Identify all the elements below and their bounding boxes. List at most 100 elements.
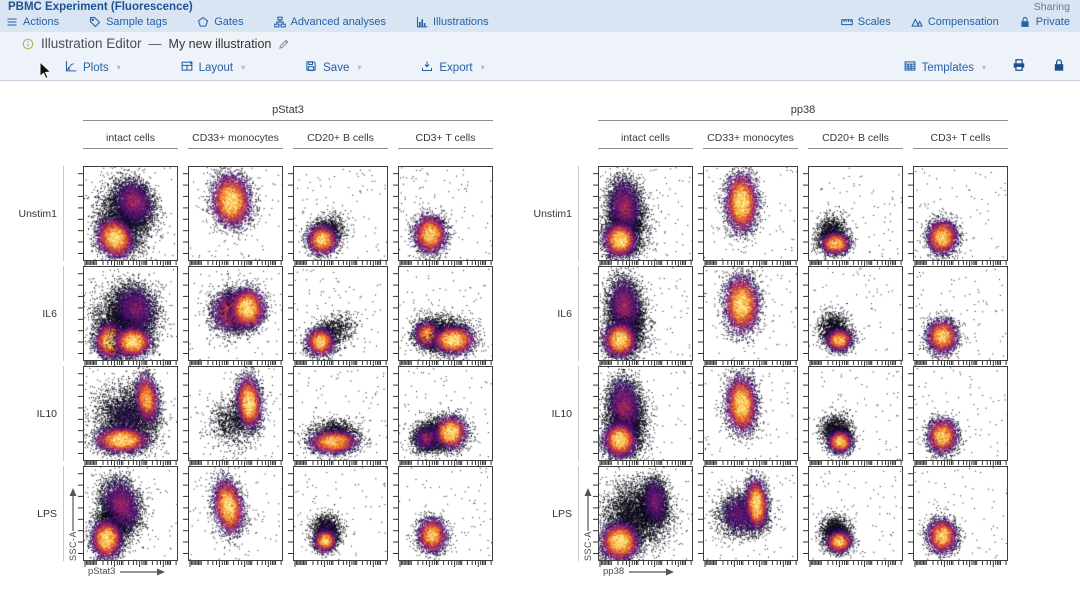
density-plot-pstat3-il10-cd3-t-cells[interactable] — [393, 366, 493, 467]
toolbar-button-templates[interactable]: Templates ▾ — [904, 60, 986, 75]
density-plot-pstat3-unstim1-cd20-b-cells[interactable] — [288, 166, 388, 267]
menu-item-compensation[interactable]: Compensation — [911, 16, 999, 28]
density-plot-pstat3-il10-intact-cells[interactable] — [78, 366, 178, 467]
y-axis-ticks — [698, 273, 703, 354]
panel-title: pStat3 — [83, 104, 493, 121]
density-plot-pp38-unstim1-cd33-monocytes[interactable] — [698, 166, 798, 267]
density-plot-pstat3-il10-cd20-b-cells[interactable] — [288, 366, 388, 467]
row-bracket — [63, 166, 64, 261]
x-axis-ticks — [599, 361, 692, 367]
density-plot-pstat3-unstim1-intact-cells[interactable] — [78, 166, 178, 267]
toolbar-button-save[interactable]: Save ▾ — [305, 60, 361, 75]
menu-item-illustrations[interactable]: Illustrations — [416, 16, 489, 28]
y-axis-ticks — [288, 473, 293, 554]
y-axis-ticks — [288, 273, 293, 354]
x-axis-ticks — [294, 561, 387, 567]
chevron-down-icon: ▾ — [981, 63, 986, 72]
density-plot-pstat3-unstim1-cd33-monocytes[interactable] — [183, 166, 283, 267]
plot-canvas — [809, 167, 902, 260]
x-axis-ticks — [809, 561, 902, 567]
density-plot-pp38-unstim1-intact-cells[interactable] — [593, 166, 693, 267]
y-axis-ticks — [183, 173, 188, 254]
toolbar-button-layout[interactable]: Layout ▾ — [181, 60, 245, 75]
experiment-title[interactable]: PBMC Experiment (Fluorescence) — [8, 1, 193, 13]
density-plot-pp38-unstim1-cd20-b-cells[interactable] — [803, 166, 903, 267]
density-plot-pp38-lps-cd33-monocytes[interactable] — [698, 466, 798, 567]
density-plot-pp38-il10-cd33-monocytes[interactable] — [698, 366, 798, 467]
y-axis-label: SSC-A — [68, 466, 78, 561]
column-header-cd20-b-cells: CD20+ B cells — [808, 132, 903, 149]
plot-canvas — [914, 167, 1007, 260]
x-axis-ticks — [84, 261, 177, 267]
density-plot-pstat3-il10-cd33-monocytes[interactable] — [183, 366, 283, 467]
row-bracket — [63, 266, 64, 361]
density-plot-pp38-il10-cd20-b-cells[interactable] — [803, 366, 903, 467]
plot-canvas — [294, 267, 387, 360]
density-plot-pp38-lps-cd3-t-cells[interactable] — [908, 466, 1008, 567]
menu-item-actions[interactable]: Actions — [6, 16, 59, 28]
density-plot-pstat3-lps-cd20-b-cells[interactable] — [288, 466, 388, 567]
editor-title: Illustration Editor — [41, 36, 142, 51]
row-label-il6: IL6 — [515, 266, 598, 361]
plot-canvas — [704, 367, 797, 460]
y-axis-ticks — [393, 473, 398, 554]
toolbar-button-export[interactable]: Export ▾ — [421, 60, 485, 75]
y-axis-ticks — [183, 273, 188, 354]
y-axis-ticks — [183, 373, 188, 454]
density-plot-pp38-il6-intact-cells[interactable] — [593, 266, 693, 367]
x-axis-ticks — [704, 261, 797, 267]
menu-item-private[interactable]: Private — [1019, 16, 1070, 28]
x-axis-ticks — [599, 561, 692, 567]
density-plot-pstat3-il6-cd20-b-cells[interactable] — [288, 266, 388, 367]
x-axis-ticks — [599, 461, 692, 467]
menu-item-sample-tags[interactable]: Sample tags — [89, 16, 167, 28]
menu-item-gates[interactable]: Gates — [197, 16, 244, 28]
column-header-cd3-t-cells: CD3+ T cells — [398, 132, 493, 149]
plot-canvas — [599, 267, 692, 360]
density-plot-pp38-lps-cd20-b-cells[interactable] — [803, 466, 903, 567]
density-plot-pstat3-il6-cd3-t-cells[interactable] — [393, 266, 493, 367]
density-plot-pstat3-lps-cd3-t-cells[interactable] — [393, 466, 493, 567]
x-axis-ticks — [809, 261, 902, 267]
x-axis-ticks — [809, 461, 902, 467]
lock-button[interactable] — [1052, 58, 1066, 77]
density-plot-pp38-unstim1-cd3-t-cells[interactable] — [908, 166, 1008, 267]
x-axis-ticks — [84, 561, 177, 567]
y-axis-ticks — [908, 273, 913, 354]
info-icon[interactable] — [22, 38, 34, 50]
tag-icon — [89, 16, 101, 28]
y-axis-ticks — [593, 273, 598, 354]
plot-canvas — [809, 367, 902, 460]
density-plot-pp38-il10-cd3-t-cells[interactable] — [908, 366, 1008, 467]
density-plot-pp38-il6-cd3-t-cells[interactable] — [908, 266, 1008, 367]
density-plot-pstat3-lps-intact-cells[interactable] — [78, 466, 178, 567]
density-plot-pp38-il6-cd33-monocytes[interactable] — [698, 266, 798, 367]
layout-table-icon — [181, 60, 193, 75]
menu-item-advanced-analyses[interactable]: Advanced analyses — [273, 16, 386, 28]
column-header-intact-cells: intact cells — [598, 132, 693, 149]
plot-canvas — [189, 167, 282, 260]
plot-canvas — [914, 367, 1007, 460]
illustration-name[interactable]: My new illustration — [168, 36, 272, 51]
compensation-triangles-icon — [911, 16, 923, 28]
x-axis-ticks — [399, 361, 492, 367]
density-plot-pstat3-unstim1-cd3-t-cells[interactable] — [393, 166, 493, 267]
edit-pencil-icon[interactable] — [278, 38, 290, 50]
density-plot-pp38-il10-intact-cells[interactable] — [593, 366, 693, 467]
density-plot-pstat3-lps-cd33-monocytes[interactable] — [183, 466, 283, 567]
row-label-lps: LPS SSC-A — [0, 466, 83, 561]
chevron-down-icon: ▾ — [480, 63, 485, 72]
y-axis-ticks — [803, 173, 808, 254]
plot-canvas — [599, 167, 692, 260]
menu-item-scales[interactable]: Scales — [841, 16, 891, 28]
plot-canvas — [704, 467, 797, 560]
printer-button[interactable] — [1012, 58, 1026, 77]
plot-canvas — [84, 167, 177, 260]
x-axis-label: pp38 — [598, 566, 693, 577]
density-plot-pp38-lps-intact-cells[interactable] — [593, 466, 693, 567]
density-plot-pstat3-il6-cd33-monocytes[interactable] — [183, 266, 283, 367]
density-plot-pp38-il6-cd20-b-cells[interactable] — [803, 266, 903, 367]
y-axis-ticks — [908, 373, 913, 454]
density-plot-pstat3-il6-intact-cells[interactable] — [78, 266, 178, 367]
toolbar-button-plots[interactable]: Plots ▾ — [65, 60, 121, 75]
